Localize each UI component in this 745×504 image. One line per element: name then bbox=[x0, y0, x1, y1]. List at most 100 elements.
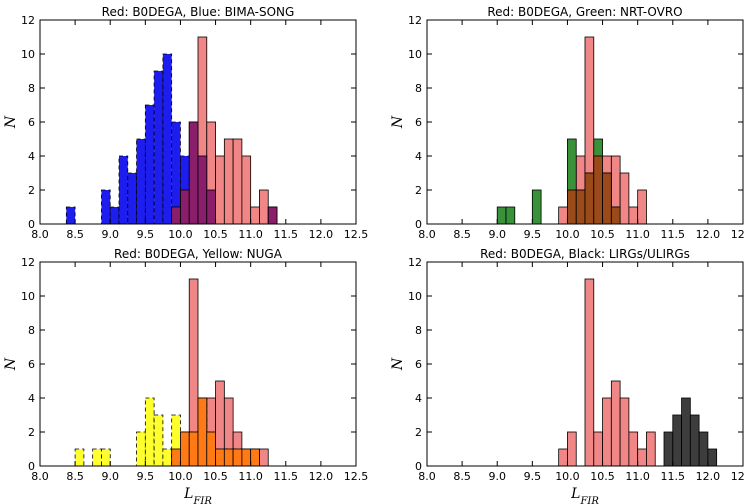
bar bbox=[610, 380, 621, 467]
bar-overlap bbox=[575, 189, 586, 225]
y-axis-label: N bbox=[3, 115, 19, 129]
bar bbox=[65, 206, 76, 225]
y-tick-label: 6 bbox=[28, 358, 35, 371]
bar bbox=[215, 155, 225, 225]
bar bbox=[637, 189, 647, 225]
x-tick-label: 12.5 bbox=[344, 470, 369, 483]
bar bbox=[92, 448, 102, 467]
subplot-title: Red: B0DEGA, Yellow: NUGA bbox=[114, 247, 283, 261]
x-tick-label: 9.0 bbox=[101, 470, 119, 483]
y-tick-label: 2 bbox=[28, 184, 35, 197]
bar-overlap bbox=[197, 155, 208, 225]
y-tick-label: 8 bbox=[415, 82, 422, 95]
y-tick-label: 2 bbox=[415, 426, 422, 439]
subplot-title: Red: B0DEGA, Blue: BIMA-SONG bbox=[102, 5, 295, 19]
bar bbox=[162, 448, 173, 467]
series-lirgs-ulirgs bbox=[663, 397, 718, 467]
x-axis-label: LFIR bbox=[570, 486, 599, 504]
x-tick-label: 8.5 bbox=[66, 470, 84, 483]
bar-overlap bbox=[567, 189, 577, 225]
bar bbox=[619, 397, 630, 467]
bar bbox=[101, 448, 111, 467]
x-tick-label: 9.5 bbox=[524, 228, 542, 241]
bar bbox=[698, 431, 709, 467]
x-tick-label: 11.5 bbox=[274, 228, 299, 241]
y-tick-label: 4 bbox=[28, 392, 35, 405]
bar bbox=[144, 397, 155, 467]
subplot-2: Red: B0DEGA, Green: NRT-OVRO 8.0 8.5 9.0 9.… bbox=[390, 5, 745, 241]
x-axis-label: LFIR bbox=[183, 486, 212, 504]
x-tick-label: 11.0 bbox=[238, 228, 263, 241]
bar bbox=[496, 206, 507, 225]
x-tick-label: 9.0 bbox=[101, 228, 119, 241]
bar bbox=[118, 155, 129, 225]
bar bbox=[646, 431, 656, 467]
bar-overlap bbox=[180, 189, 190, 225]
bar bbox=[628, 431, 639, 467]
y-tick-label: 12 bbox=[408, 14, 422, 27]
y-tick-label: 10 bbox=[408, 48, 422, 61]
bar bbox=[109, 206, 120, 225]
bar bbox=[663, 431, 674, 467]
bar bbox=[136, 138, 146, 225]
x-tick-label: 12.0 bbox=[696, 228, 721, 241]
y-tick-label: 12 bbox=[408, 256, 422, 269]
y-tick-label: 4 bbox=[415, 150, 422, 163]
bar bbox=[505, 206, 516, 225]
x-tick-label: 10.0 bbox=[555, 470, 580, 483]
x-tick-label: 9.0 bbox=[488, 228, 506, 241]
y-tick-label: 12 bbox=[21, 256, 35, 269]
x-tick-label: 10.0 bbox=[555, 228, 580, 241]
x-tick-label: 9.5 bbox=[524, 470, 542, 483]
x-tick-label: 11.5 bbox=[661, 228, 686, 241]
x-tick-label: 9.5 bbox=[137, 228, 155, 241]
bar bbox=[153, 70, 164, 225]
bar bbox=[531, 189, 542, 225]
y-tick-label: 4 bbox=[28, 150, 35, 163]
bar bbox=[567, 431, 577, 467]
bar bbox=[558, 206, 568, 225]
y-tick-label: 8 bbox=[28, 82, 35, 95]
x-tick-label: 12.5 bbox=[731, 228, 745, 241]
x-tick-label: 12.5 bbox=[731, 470, 745, 483]
y-tick-label: 10 bbox=[21, 290, 35, 303]
x-tick-label: 11.0 bbox=[238, 470, 263, 483]
y-tick-label: 8 bbox=[28, 324, 35, 337]
bar bbox=[628, 206, 639, 225]
y-tick-label: 0 bbox=[415, 460, 422, 473]
x-tick-label: 10.5 bbox=[203, 228, 228, 241]
subplot-title: Red: B0DEGA, Black: LIRGs/ULIRGs bbox=[480, 247, 690, 261]
x-tick-label: 10.0 bbox=[168, 228, 193, 241]
subplot-title: Red: B0DEGA, Green: NRT-OVRO bbox=[487, 5, 682, 19]
bar-overlap bbox=[232, 448, 243, 467]
x-tick-label: 8.0 bbox=[31, 470, 49, 483]
x-tick-label: 8.5 bbox=[66, 228, 84, 241]
x-tick-label: 10.5 bbox=[590, 228, 615, 241]
x-tick-label: 8.5 bbox=[453, 228, 471, 241]
bar-overlap bbox=[610, 206, 621, 225]
bar bbox=[707, 448, 718, 467]
series-overlap bbox=[567, 155, 621, 225]
bar bbox=[593, 431, 603, 467]
y-tick-label: 2 bbox=[415, 184, 422, 197]
x-tick-label: 10.5 bbox=[590, 470, 615, 483]
subplot-3: Red: B0DEGA, Yellow: NUGA 8.0 8.5 9.0 9.5 10… bbox=[3, 247, 368, 504]
bar-overlap bbox=[250, 448, 260, 467]
y-tick-label: 0 bbox=[28, 218, 35, 231]
x-tick-label: 11.0 bbox=[625, 228, 650, 241]
x-tick-label: 12.0 bbox=[309, 228, 334, 241]
bar-overlap bbox=[602, 172, 612, 225]
bar-overlap bbox=[188, 431, 199, 467]
y-tick-label: 0 bbox=[415, 218, 422, 231]
bar-overlap bbox=[171, 206, 181, 225]
x-tick-label: 12.0 bbox=[309, 470, 334, 483]
x-tick-label: 12.5 bbox=[344, 228, 369, 241]
bar bbox=[127, 172, 137, 225]
bar bbox=[637, 448, 647, 467]
y-axis-label: N bbox=[390, 115, 406, 129]
bar bbox=[259, 189, 269, 225]
bar bbox=[136, 431, 146, 467]
bar bbox=[602, 397, 612, 467]
bar bbox=[259, 448, 269, 467]
y-tick-label: 6 bbox=[415, 116, 422, 129]
